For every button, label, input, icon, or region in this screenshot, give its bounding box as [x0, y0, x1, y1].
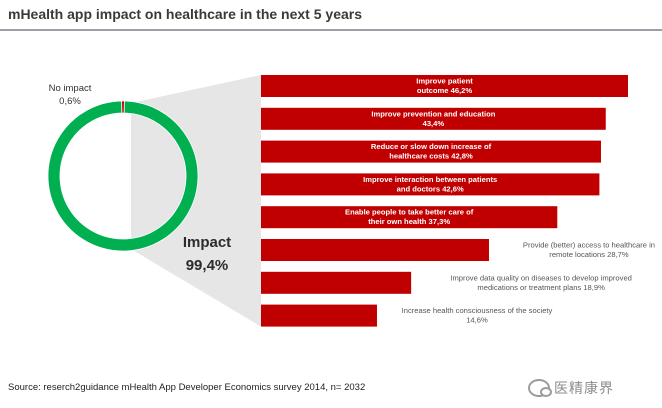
- bar-3: [261, 140, 601, 163]
- bar-label-8-line-1: Increase health consciousness of the soc…: [402, 306, 553, 315]
- bar-label-4-line-2: and doctors 42,6%: [397, 184, 464, 193]
- donut-value-impact: 99,4%: [186, 257, 229, 274]
- bar-label-7-line-1: Improve data quality on diseases to deve…: [450, 273, 632, 282]
- bar-label-3-line-2: healthcare costs 42,8%: [389, 152, 473, 161]
- bar-label-5-line-1: Enable people to take better care of: [345, 208, 474, 217]
- bar-label-2-line-2: 43,4%: [423, 119, 445, 128]
- bar-label-4-line-1: Improve interaction between patients: [363, 175, 497, 184]
- bar-label-2-line-1: Improve prevention and education: [371, 109, 495, 118]
- bar-label-6-line-2: remote locations 28,7%: [549, 250, 629, 259]
- donut-value-no-impact: 0,6%: [59, 96, 81, 107]
- donut-chart: No impact 0,6% Impact 99,4%: [47, 83, 231, 274]
- watermark: 医精康界: [528, 375, 658, 401]
- bar-1: [261, 75, 628, 97]
- bar-label-7-line-2: medications or treatment plans 18,9%: [477, 283, 605, 292]
- donut-label-impact: Impact: [183, 234, 231, 251]
- bar-2: [261, 107, 606, 130]
- title-divider: [0, 29, 662, 31]
- bar-label-3-line-1: Reduce or slow down increase of: [371, 142, 492, 151]
- bar-label-8-line-2: 14,6%: [466, 316, 488, 325]
- bar-6: [261, 239, 489, 261]
- donut-label-no-impact: No impact: [49, 83, 92, 94]
- connector-wedge: [131, 75, 261, 327]
- donut-slice-impact: [47, 100, 199, 252]
- bar-label-1-line-2: outcome 46,2%: [417, 86, 473, 95]
- watermark-text: 医精康界: [554, 381, 614, 397]
- source-note: Source: reserch2guidance mHealth App Dev…: [8, 382, 366, 393]
- chat-bubbles-icon: [528, 379, 552, 397]
- bar-7: [261, 271, 412, 294]
- chart-title: mHealth app impact on healthcare in the …: [8, 6, 362, 22]
- bar-4: [261, 173, 600, 196]
- bar-label-5-line-2: their own health 37,3%: [368, 217, 450, 226]
- bar-8: [261, 304, 377, 327]
- bar-5: [261, 206, 558, 229]
- bar-label-1-line-1: Improve patient: [416, 77, 473, 86]
- bar-label-6-line-1: Provide (better) access to healthcare in: [523, 241, 655, 250]
